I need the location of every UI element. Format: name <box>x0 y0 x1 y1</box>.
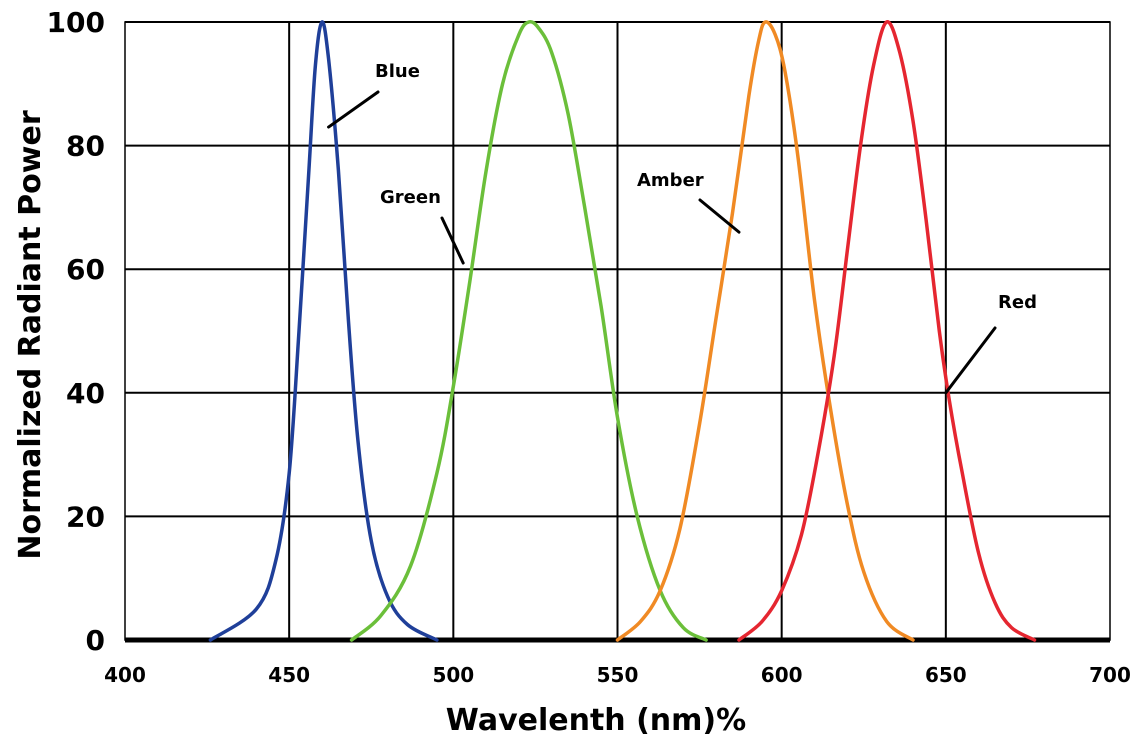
x-tick-label: 600 <box>761 663 803 687</box>
series-line-blue <box>208 20 439 642</box>
series-line-green <box>349 20 708 642</box>
x-tick-label: 500 <box>432 663 474 687</box>
annotation-leader-amber <box>698 198 741 234</box>
series-line-amber <box>615 20 915 642</box>
x-tick-label: 700 <box>1089 663 1131 687</box>
y-tick-label: 0 <box>86 624 105 657</box>
y-tick-label: 20 <box>66 500 105 533</box>
series-line-red <box>737 20 1037 642</box>
y-tick-label: 80 <box>66 130 105 163</box>
x-axis-title: Wavelenth (nm)% <box>446 703 746 738</box>
y-axis-title: Normalized Radiant Power <box>13 110 48 559</box>
x-tick-label: 650 <box>925 663 967 687</box>
annotation-leader-green <box>440 216 465 265</box>
chart-ticks: 0 20 40 60 80 100 400 450 500 550 600 650 700 <box>47 6 1131 687</box>
chart-grid <box>124 21 1111 643</box>
annotation-label-green: Green <box>380 187 441 208</box>
x-tick-label: 450 <box>268 663 310 687</box>
chart-series <box>208 20 1037 642</box>
annotation-label-red: Red <box>998 292 1037 313</box>
annotation-label-amber: Amber <box>637 170 704 191</box>
annotation-label-blue: Blue <box>375 61 420 82</box>
chart-annotations: Blue Green Amber Red <box>327 61 1037 395</box>
x-tick-label: 400 <box>104 663 146 687</box>
y-tick-label: 100 <box>47 6 105 39</box>
annotation-leader-red <box>944 326 997 395</box>
annotation-leader-blue <box>327 90 380 129</box>
y-tick-label: 40 <box>66 377 105 410</box>
x-tick-label: 550 <box>597 663 639 687</box>
y-tick-label: 60 <box>66 253 105 286</box>
